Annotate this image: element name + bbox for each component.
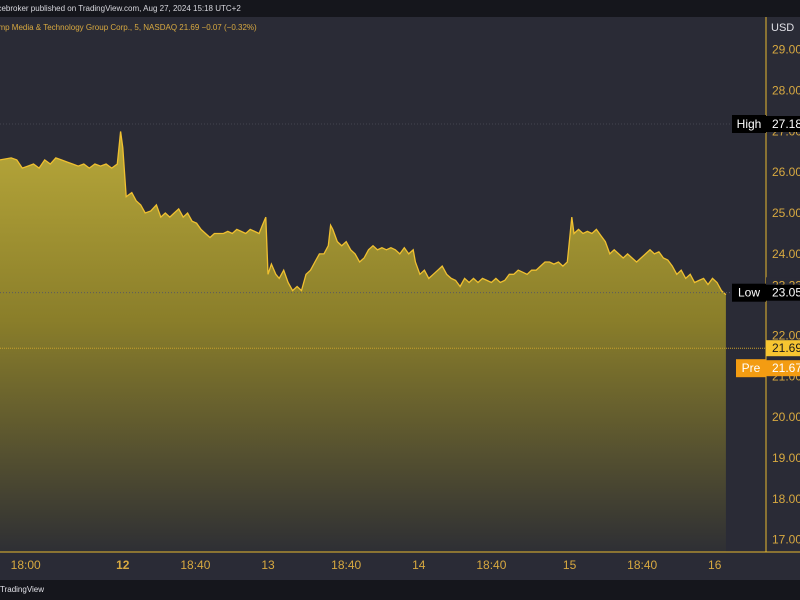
currency-label: USD <box>771 22 794 34</box>
x-tick-label: 13 <box>261 558 275 572</box>
last-price-badge-value: 21.69 <box>772 341 800 355</box>
footer-bar: TradingView <box>0 580 800 600</box>
premarket-price-badge-bg <box>766 360 800 377</box>
x-tick-label: 14 <box>412 558 426 572</box>
x-tick-label: 18:40 <box>331 558 361 572</box>
y-tick-label: 19.00 <box>772 451 800 465</box>
high-label-bg <box>732 115 766 133</box>
low-value: 23.05 <box>772 286 800 300</box>
low-label: Low <box>738 286 760 300</box>
x-tick-label: 18:00 <box>11 558 41 572</box>
x-tick-label: 15 <box>563 558 577 572</box>
time-axis <box>0 552 800 580</box>
last-price-badge-bg <box>766 340 800 357</box>
x-tick-label: 18:40 <box>180 558 210 572</box>
y-tick-label: 29.00 <box>772 43 800 57</box>
premarket-price-badge-value: 21.67 <box>772 361 800 375</box>
high-value-bg <box>766 116 800 132</box>
x-tick-label: 18:40 <box>476 558 506 572</box>
publisher-line: ncebroker published on TradingView.com, … <box>0 4 241 13</box>
price-line <box>0 131 727 296</box>
price-area <box>0 131 726 552</box>
y-tick-label: 17.00 <box>772 533 800 547</box>
low-value-bg <box>766 284 800 301</box>
y-tick-label: 26.00 <box>772 165 800 179</box>
premarket-label-bg <box>736 359 766 378</box>
low-label-bg <box>732 283 766 302</box>
high-value: 27.18 <box>772 117 800 131</box>
symbol-legend: ump Media & Technology Group Corp., 5, N… <box>0 23 257 32</box>
premarket-label: Pre <box>742 361 761 375</box>
tradingview-brand[interactable]: TradingView <box>0 585 45 594</box>
y-tick-label: 18.00 <box>772 492 800 506</box>
y-tick-label: 20.00 <box>772 410 800 424</box>
high-label: High <box>737 117 762 131</box>
y-tick-label: 25.00 <box>772 206 800 220</box>
y-tick-label: 22.00 <box>772 329 800 343</box>
publisher-bar: ncebroker published on TradingView.com, … <box>0 0 800 17</box>
x-tick-label: 12 <box>116 558 130 572</box>
y-tick-label: 24.00 <box>772 247 800 261</box>
y-tick-label: 28.00 <box>772 84 800 98</box>
x-tick-label: 18:40 <box>627 558 657 572</box>
x-tick-label: 16 <box>708 558 722 572</box>
